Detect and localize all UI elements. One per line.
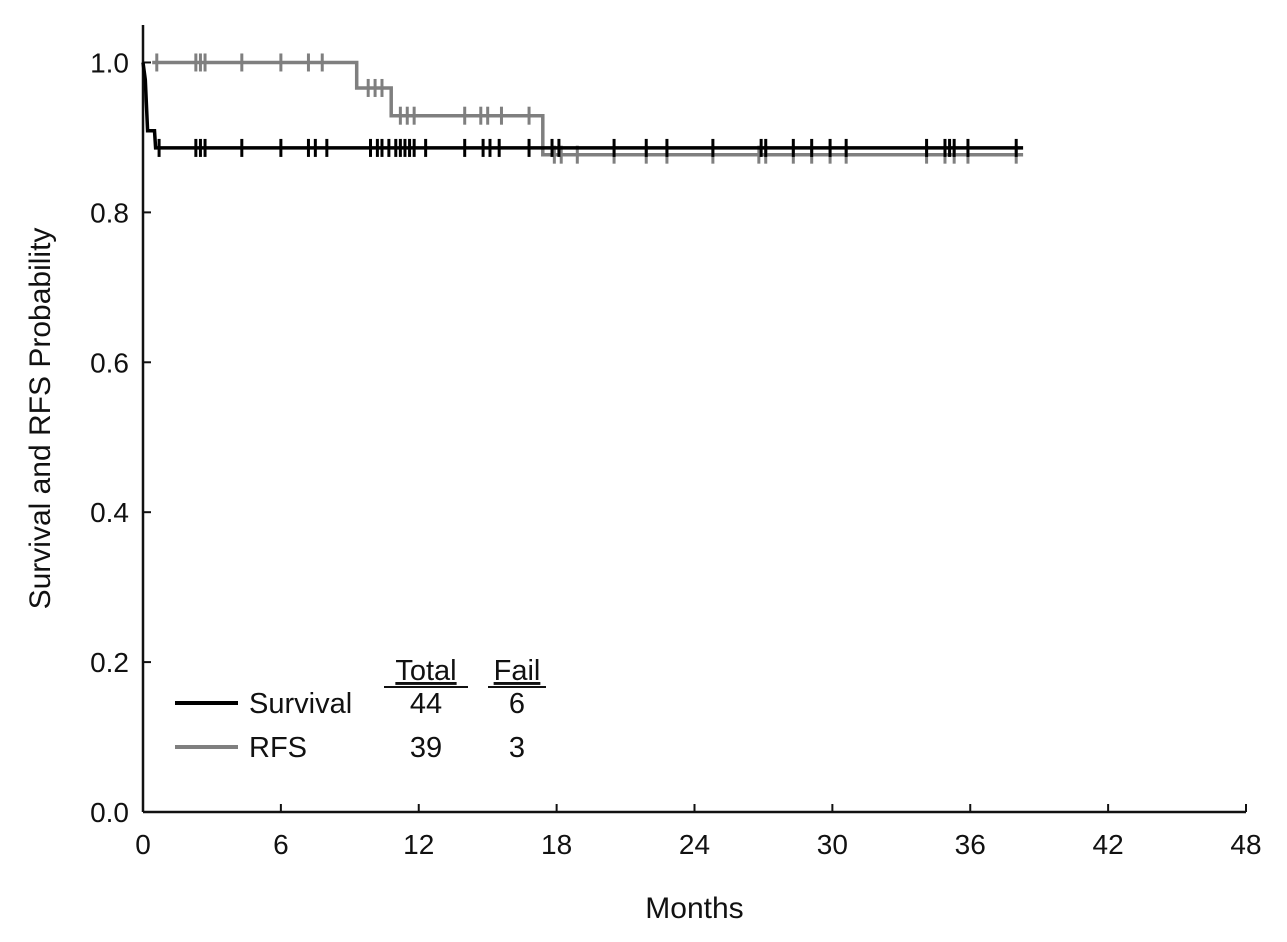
series-layer xyxy=(141,53,1024,164)
legend: Total Fail Survival 44 6 RFS 39 3 xyxy=(175,655,546,764)
series-line-survival xyxy=(141,62,1024,150)
y-tick-label: 1.0 xyxy=(90,47,129,78)
x-tick-label: 24 xyxy=(679,829,710,860)
x-tick-label: 18 xyxy=(541,829,572,860)
legend-label-survival: Survival xyxy=(249,688,352,720)
legend-header-total: Total xyxy=(395,655,456,687)
legend-fail-rfs: 3 xyxy=(509,732,525,764)
series-line-rfs xyxy=(152,60,1024,157)
x-tick-label: 36 xyxy=(955,829,986,860)
x-tick-label: 12 xyxy=(403,829,434,860)
x-axis-ticks: 0 6 12 18 24 30 36 42 48 xyxy=(135,804,1262,860)
legend-total-rfs: 39 xyxy=(410,732,442,764)
axes: 0 6 12 18 24 30 36 42 48 0.00.20.40.60.81.0 xyxy=(90,25,1262,860)
x-tick-label: 30 xyxy=(817,829,848,860)
x-tick-label: 42 xyxy=(1093,829,1124,860)
legend-total-survival: 44 xyxy=(410,688,442,720)
y-axis-ticks: 0.0 0.2 0.4 0.6 0.8 1.0 xyxy=(90,47,151,828)
y-tick-label: 0.0 xyxy=(90,797,129,828)
x-tick-label: 48 xyxy=(1230,829,1261,860)
legend-label-rfs: RFS xyxy=(249,732,307,764)
legend-rows: Survival 44 6 RFS 39 3 xyxy=(175,688,525,764)
y-axis-title: Survival and RFS Probability xyxy=(24,228,57,610)
x-axis-title: Months xyxy=(645,892,743,925)
x-tick-label: 0 xyxy=(135,829,151,860)
legend-header-fail: Fail xyxy=(494,655,541,687)
y-tick-label: 0.6 xyxy=(90,347,129,378)
series-survival xyxy=(141,62,1024,157)
y-tick-label: 0.8 xyxy=(90,197,129,228)
y-tick-label: 0.2 xyxy=(90,647,129,678)
x-tick-label: 6 xyxy=(273,829,289,860)
y-tick-label: 0.4 xyxy=(90,497,129,528)
legend-fail-survival: 6 xyxy=(509,688,525,720)
